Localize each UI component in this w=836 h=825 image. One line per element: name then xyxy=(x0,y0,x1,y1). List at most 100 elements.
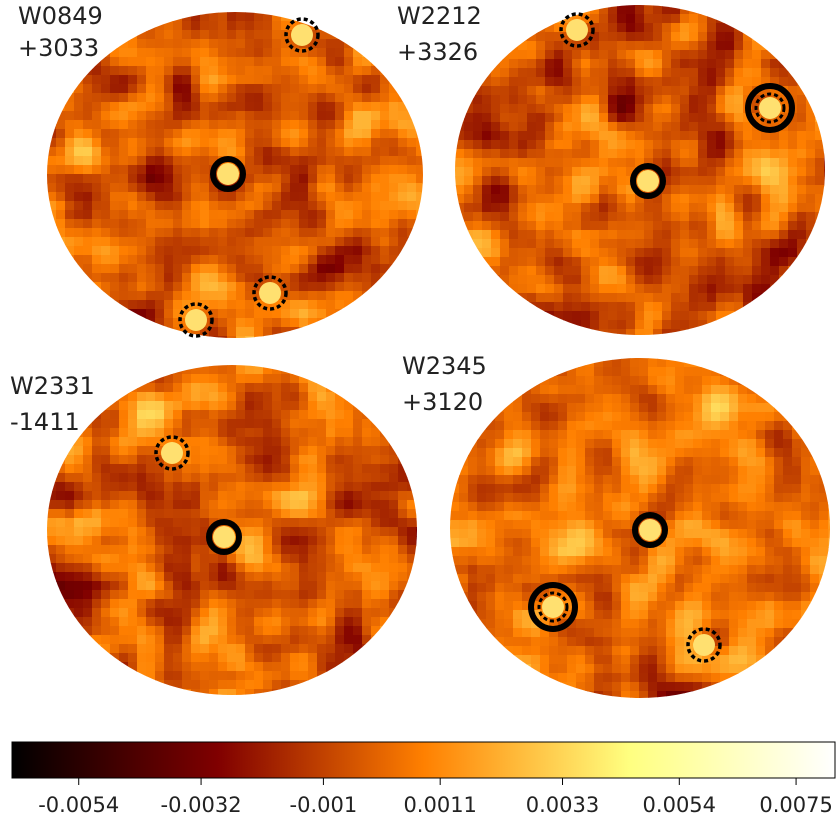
map-pixel xyxy=(119,662,129,672)
map-pixel xyxy=(119,309,129,319)
map-pixel xyxy=(326,57,336,67)
map-pixel xyxy=(806,140,816,150)
map-pixel xyxy=(648,367,658,377)
map-pixel xyxy=(500,194,510,204)
map-pixel xyxy=(473,329,483,339)
map-pixel xyxy=(398,210,408,220)
map-pixel xyxy=(191,12,201,22)
map-pixel xyxy=(326,255,336,265)
map-pixel xyxy=(707,293,717,303)
map-pixel xyxy=(137,48,147,58)
map-pixel xyxy=(416,66,426,76)
map-pixel xyxy=(500,158,510,168)
map-pixel xyxy=(779,176,789,186)
map-pixel xyxy=(272,120,282,130)
map-pixel xyxy=(155,374,165,384)
map-pixel xyxy=(227,39,237,49)
map-pixel xyxy=(635,50,645,60)
map-pixel xyxy=(482,32,492,42)
map-pixel xyxy=(74,554,84,564)
map-pixel xyxy=(698,185,708,195)
map-pixel xyxy=(335,300,345,310)
map-pixel xyxy=(617,95,627,105)
map-pixel xyxy=(581,131,591,141)
map-pixel xyxy=(74,318,84,328)
map-pixel xyxy=(182,120,192,130)
map-pixel xyxy=(824,311,834,321)
map-pixel xyxy=(380,120,390,130)
map-pixel xyxy=(599,284,609,294)
map-pixel xyxy=(281,590,291,600)
map-pixel xyxy=(788,158,798,168)
map-pixel xyxy=(308,246,318,256)
map-pixel xyxy=(218,147,228,157)
map-pixel xyxy=(101,401,111,411)
map-pixel xyxy=(380,581,390,591)
map-pixel xyxy=(146,93,156,103)
map-pixel xyxy=(626,122,636,132)
map-pixel xyxy=(464,140,474,150)
map-pixel xyxy=(92,563,102,573)
map-pixel xyxy=(119,273,129,283)
map-pixel xyxy=(371,581,381,591)
map-pixel xyxy=(209,138,219,148)
map-pixel xyxy=(362,680,372,690)
map-pixel xyxy=(92,401,102,411)
map-pixel xyxy=(752,203,762,213)
map-pixel xyxy=(473,239,483,249)
map-pixel xyxy=(815,59,825,69)
map-pixel xyxy=(398,84,408,94)
map-pixel xyxy=(290,554,300,564)
map-pixel xyxy=(407,635,417,645)
map-pixel xyxy=(779,23,789,33)
map-pixel xyxy=(344,374,354,384)
map-pixel xyxy=(344,464,354,474)
map-pixel xyxy=(245,617,255,627)
map-pixel xyxy=(473,167,483,177)
map-pixel xyxy=(662,239,672,249)
map-pixel xyxy=(500,185,510,195)
map-pixel xyxy=(74,255,84,265)
map-pixel xyxy=(74,327,84,337)
map-pixel xyxy=(128,111,138,121)
map-pixel xyxy=(83,473,93,483)
map-pixel xyxy=(101,554,111,564)
map-pixel xyxy=(56,437,66,447)
map-pixel xyxy=(317,599,327,609)
map-pixel xyxy=(290,644,300,654)
map-pixel xyxy=(245,264,255,274)
map-pixel xyxy=(371,455,381,465)
map-pixel xyxy=(380,156,390,166)
map-pixel xyxy=(662,275,672,285)
map-pixel xyxy=(716,230,726,240)
map-pixel xyxy=(590,131,600,141)
map-pixel xyxy=(245,21,255,31)
map-pixel xyxy=(128,282,138,292)
map-pixel xyxy=(335,228,345,238)
map-pixel xyxy=(191,437,201,447)
map-pixel xyxy=(191,147,201,157)
map-pixel xyxy=(101,671,111,681)
map-pixel xyxy=(263,590,273,600)
map-pixel xyxy=(263,635,273,645)
map-pixel xyxy=(518,158,528,168)
map-pixel xyxy=(164,473,174,483)
map-pixel xyxy=(272,327,282,337)
map-pixel xyxy=(299,599,309,609)
map-pixel xyxy=(389,671,399,681)
map-pixel xyxy=(344,318,354,328)
map-pixel xyxy=(599,320,609,330)
map-pixel xyxy=(815,113,825,123)
map-pixel xyxy=(380,455,390,465)
map-pixel xyxy=(581,329,591,339)
map-pixel xyxy=(263,464,273,474)
map-pixel xyxy=(290,264,300,274)
map-pixel xyxy=(626,284,636,294)
map-pixel xyxy=(335,689,345,699)
map-pixel xyxy=(491,113,501,123)
map-pixel xyxy=(128,365,138,375)
map-pixel xyxy=(308,545,318,555)
map-pixel xyxy=(425,455,435,465)
map-pixel xyxy=(182,12,192,22)
